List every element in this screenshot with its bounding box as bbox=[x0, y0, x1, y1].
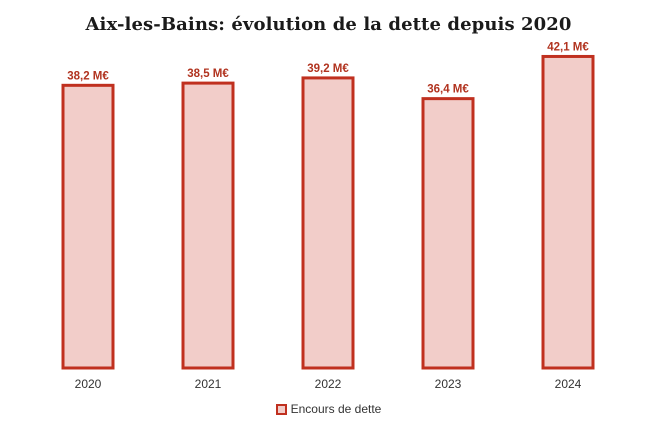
data-label-2024: 42,1 M€ bbox=[547, 41, 589, 53]
bar-2021[interactable] bbox=[181, 81, 235, 370]
x-tick-2023: 2023 bbox=[435, 377, 462, 391]
x-tick-2024: 2024 bbox=[555, 377, 582, 391]
x-tick-2022: 2022 bbox=[315, 377, 342, 391]
bar-2022[interactable] bbox=[301, 76, 355, 370]
data-label-2021: 38,5 M€ bbox=[187, 68, 229, 80]
bar-2024[interactable] bbox=[541, 54, 595, 370]
data-label-2023: 36,4 M€ bbox=[427, 84, 469, 96]
x-tick-2021: 2021 bbox=[195, 377, 222, 391]
data-label-2022: 39,2 M€ bbox=[307, 63, 349, 75]
bar-2023[interactable] bbox=[421, 97, 475, 370]
legend-swatch bbox=[275, 403, 287, 415]
bar-2020[interactable] bbox=[61, 83, 115, 370]
x-tick-2020: 2020 bbox=[75, 377, 102, 391]
legend: Encours de dette bbox=[0, 402, 657, 416]
data-label-2020: 38,2 M€ bbox=[67, 70, 109, 82]
legend-label: Encours de dette bbox=[290, 402, 382, 416]
chart-title: Aix-les-Bains: évolution de la dette dep… bbox=[85, 14, 572, 35]
